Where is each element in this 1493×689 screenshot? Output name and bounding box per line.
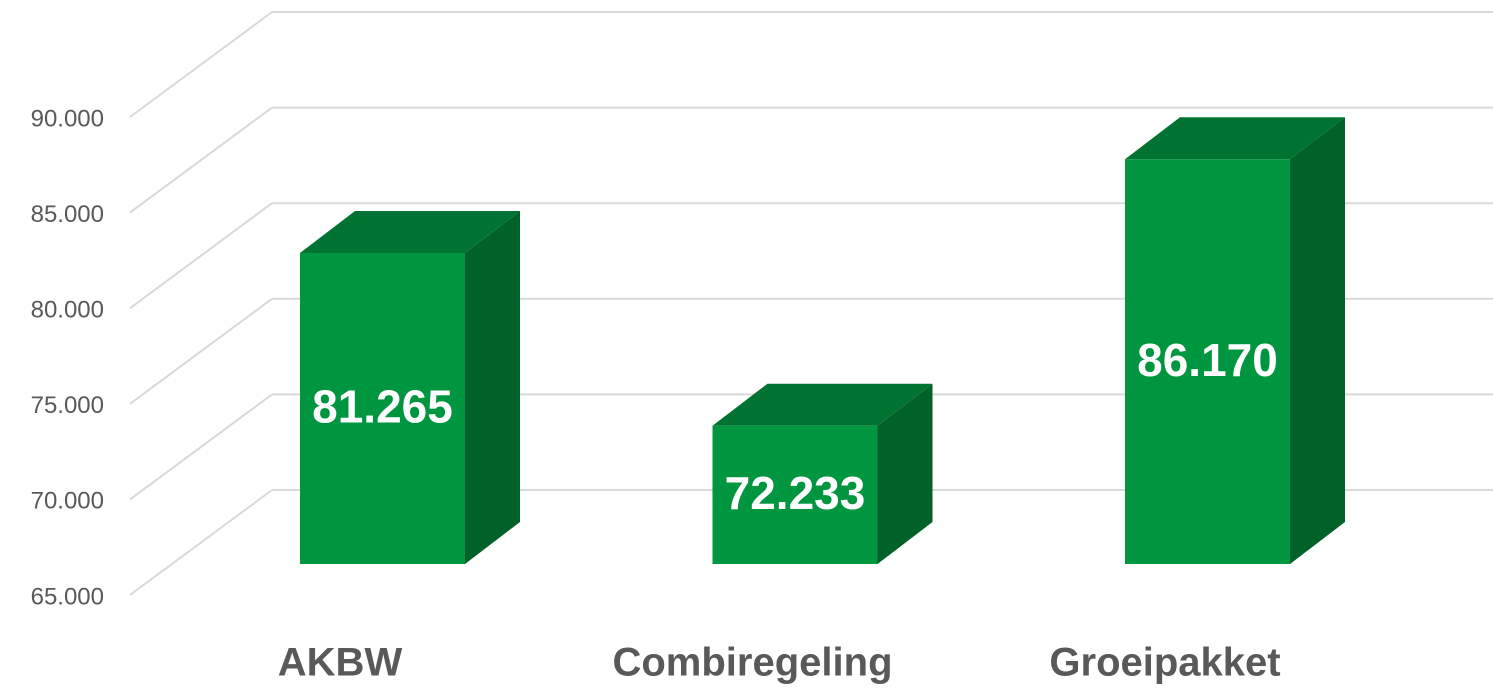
bar-top xyxy=(1125,117,1345,160)
bar-side xyxy=(1290,117,1345,564)
x-tick-label: Groeipakket xyxy=(1049,641,1280,685)
bar xyxy=(712,383,933,564)
grid-line-side xyxy=(129,297,273,405)
grid-line-side xyxy=(129,202,273,310)
grid-line-side xyxy=(129,11,273,118)
value-label: 81.265 xyxy=(312,381,453,433)
grid-line-side xyxy=(129,106,273,214)
y-tick-label: 65.000 xyxy=(31,583,104,610)
bar xyxy=(300,211,520,565)
x-tick-label: AKBW xyxy=(278,641,403,685)
y-tick-label: 90.000 xyxy=(31,105,104,132)
y-tick-label: 70.000 xyxy=(31,488,104,515)
bar-side xyxy=(877,383,933,564)
bar-front xyxy=(300,253,465,565)
grid-line-side xyxy=(129,489,273,596)
value-label: 86.170 xyxy=(1137,334,1278,386)
bar-top xyxy=(712,383,933,426)
bar-front xyxy=(712,425,878,564)
y-tick-label: 85.000 xyxy=(31,201,104,228)
bar-front xyxy=(1125,159,1290,564)
bar-side xyxy=(465,211,520,565)
y-tick-label: 75.000 xyxy=(31,392,104,419)
value-label: 72.233 xyxy=(725,467,866,519)
y-tick-label: 80.000 xyxy=(31,297,104,324)
x-tick-label: Combiregeling xyxy=(612,641,892,685)
bar xyxy=(1125,117,1345,564)
grid-line-side xyxy=(129,393,273,501)
bar-top xyxy=(300,211,520,254)
